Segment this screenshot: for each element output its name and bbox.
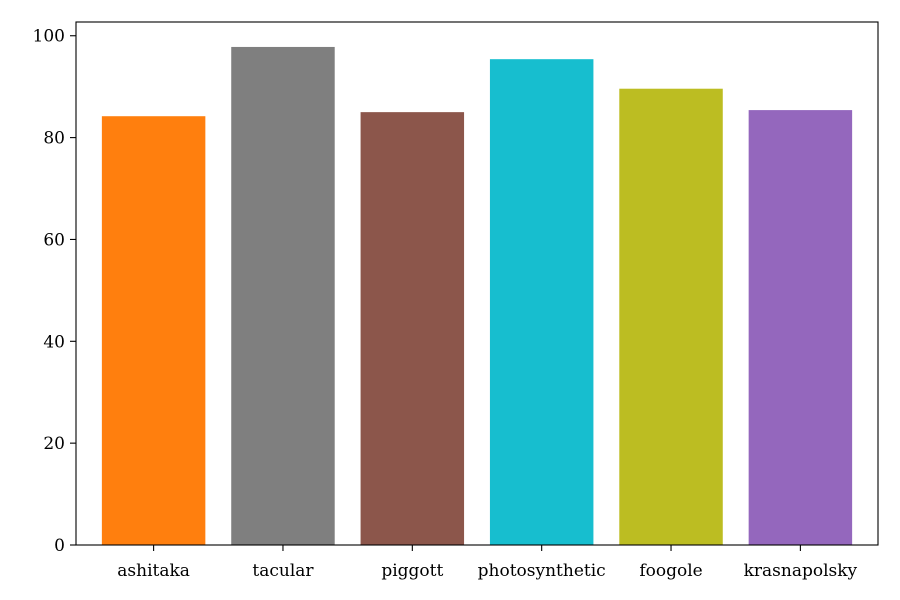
axes-frame [75, 21, 879, 546]
x-tick-label-krasnapolsky: krasnapolsky [744, 561, 858, 581]
x-tick-label-piggott: piggott [381, 561, 443, 581]
y-tick-label-0: 0 [54, 536, 65, 556]
axes-layer: 0 20 40 60 80 100 ashitaka tacular piggott photos… [33, 21, 879, 581]
y-tick-label-60: 60 [43, 230, 65, 250]
bar-piggott [360, 112, 465, 545]
bar-foogole [619, 88, 723, 546]
x-tick-label-ashitaka: ashitaka [117, 561, 190, 581]
x-tick-label-photosynthetic: photosynthetic [478, 561, 606, 581]
bars-layer [101, 46, 853, 546]
bar-ashitaka [101, 116, 206, 546]
bar-krasnapolsky [748, 110, 853, 545]
bar-photosynthetic [489, 59, 594, 546]
y-tick-label-80: 80 [43, 129, 65, 149]
x-tick-label-tacular: tacular [252, 561, 314, 581]
x-tick-label-foogole: foogole [639, 561, 702, 581]
y-tick-label-20: 20 [43, 434, 65, 454]
y-tick-label-100: 100 [33, 27, 65, 47]
y-tick-label-40: 40 [43, 332, 65, 352]
bar-tacular [231, 46, 335, 545]
